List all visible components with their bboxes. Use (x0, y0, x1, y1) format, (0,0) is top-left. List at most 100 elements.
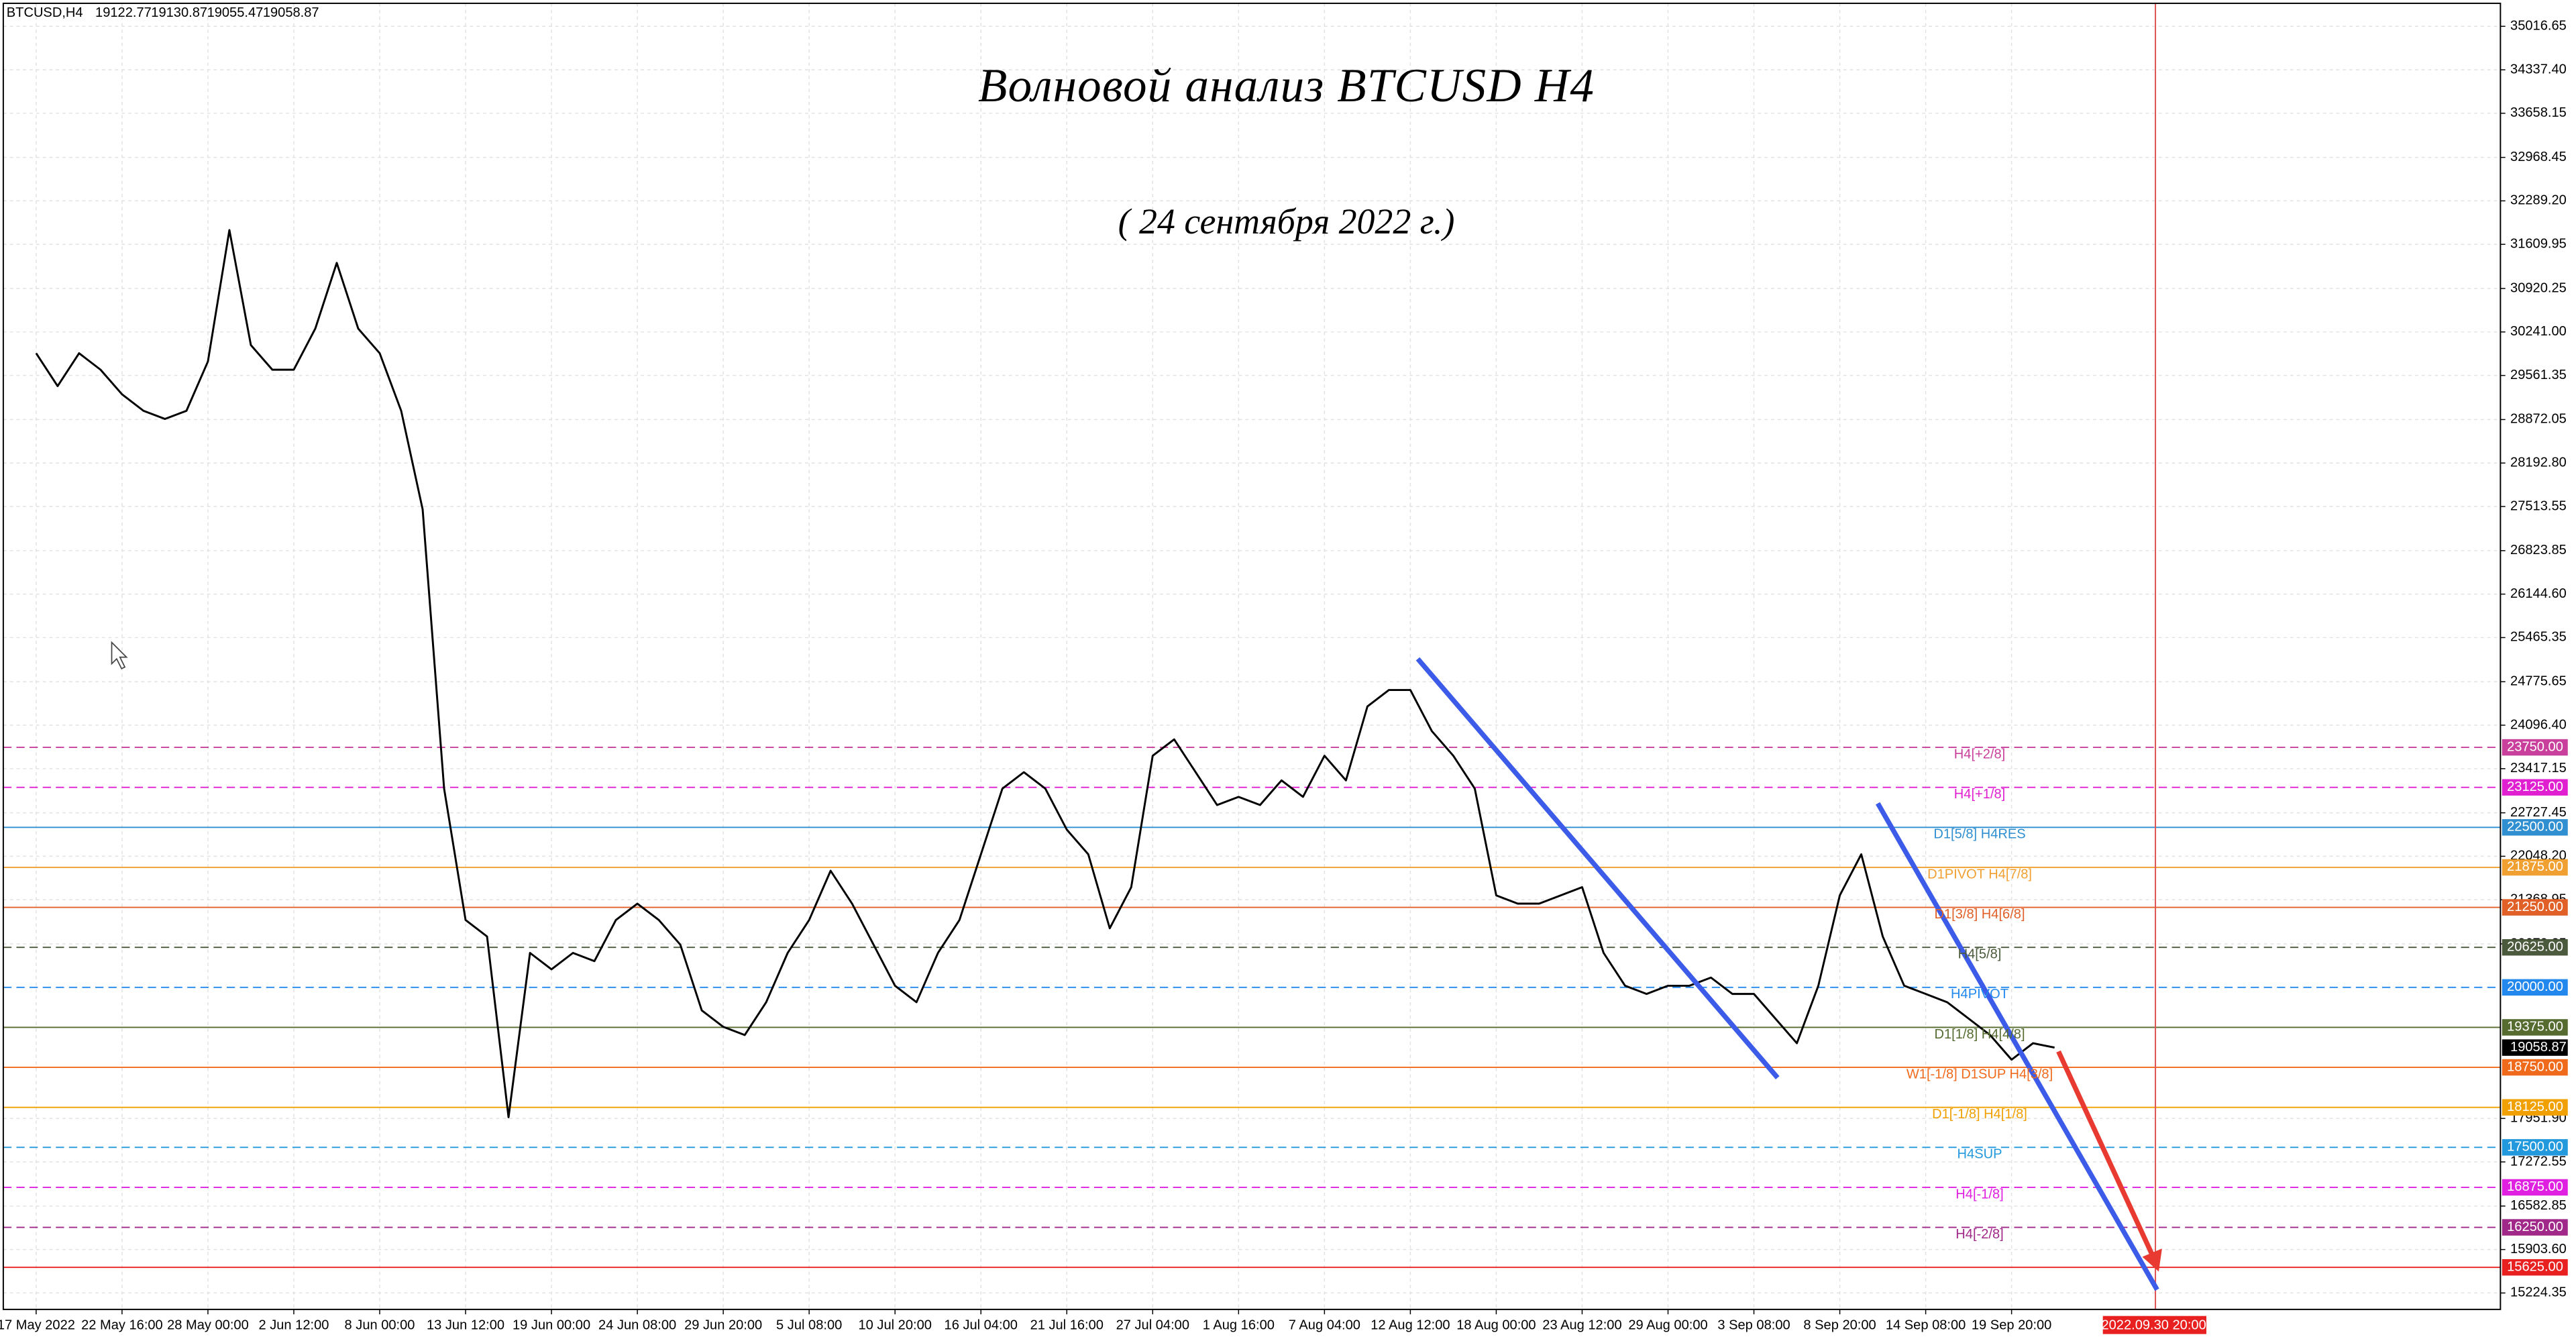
level-price-box (2502, 1179, 2568, 1196)
header-open: 19122.77 (95, 5, 152, 20)
level-price-label: 16250.00 (2507, 1220, 2563, 1234)
level-price-box (2502, 1099, 2568, 1116)
forecast-time-box (2102, 1316, 2206, 1334)
level-price-box (2502, 899, 2568, 916)
level-price-box (2502, 1258, 2568, 1276)
x-tick-label: 2 Jun 12:00 (258, 1318, 329, 1333)
header-symbol: BTCUSD,H4 (7, 5, 83, 20)
level-price-label: 20000.00 (2507, 979, 2563, 994)
y-tick-label: 17272.55 (2510, 1154, 2567, 1169)
chart-title: Волновой анализ BTCUSD H4 (978, 60, 1595, 112)
y-tick-label: 30241.00 (2510, 324, 2567, 339)
x-tick-label: 13 Jun 12:00 (427, 1318, 504, 1333)
grid (3, 3, 2501, 1309)
x-tick-label: 27 Jul 04:00 (1116, 1318, 1189, 1333)
price-series (35, 229, 2055, 1118)
level-price-label: 16875.00 (2507, 1179, 2563, 1194)
y-tick-label: 15224.35 (2510, 1285, 2567, 1300)
y-tick-label: 30920.25 (2510, 280, 2567, 295)
y-tick-label: 23417.15 (2510, 761, 2567, 775)
y-tick-label: 15903.60 (2510, 1242, 2567, 1256)
header-high: 19130.87 (151, 5, 207, 20)
x-tick-label: 5 Jul 08:00 (776, 1318, 842, 1333)
x-tick-label: 12 Aug 12:00 (1371, 1318, 1450, 1333)
forecast-arrow (2056, 1050, 2158, 1263)
levels (3, 747, 2501, 1269)
y-tick-label: 25465.35 (2510, 630, 2567, 645)
y-tick-label: 31609.95 (2510, 237, 2567, 252)
y-tick-label: 24096.40 (2510, 717, 2567, 732)
chart-subtitle: ( 24 сентября 2022 г.) (1118, 201, 1455, 242)
level-name: H4SUP (1957, 1147, 2002, 1162)
x-tick-label: 24 Jun 08:00 (598, 1318, 676, 1333)
level-name: H4PIVOT (1951, 987, 2008, 1002)
level-name: D1[5/8] H4RES (1933, 827, 2025, 842)
level-price-box (2502, 1059, 2568, 1076)
x-tick-label: 19 Sep 20:00 (1972, 1318, 2051, 1333)
x-tick-label: 23 Aug 12:00 (1542, 1318, 1621, 1333)
x-tick-label: 29 Aug 00:00 (1628, 1318, 1707, 1333)
trend-line (1875, 802, 2159, 1291)
level-name: H4[+1/8] (1954, 787, 2005, 802)
x-tick-label: 16 Jul 04:00 (945, 1318, 1018, 1333)
x-tick-label: 7 Aug 04:00 (1289, 1318, 1360, 1333)
arrow-head (2142, 1248, 2162, 1272)
level-price-box (2502, 939, 2568, 956)
plot-frame (2, 2, 2502, 1310)
level-price-box (2502, 1219, 2568, 1236)
level-name: H4[-1/8] (1955, 1187, 2003, 1201)
current-price-box (2502, 1039, 2568, 1056)
y-tick-label: 22727.45 (2510, 805, 2567, 820)
level-price-box (2502, 1139, 2568, 1156)
x-tick-label: 10 Jul 20:00 (859, 1318, 932, 1333)
x-tick-label: 22 May 16:00 (81, 1318, 163, 1333)
level-name: H4[5/8] (1958, 947, 2002, 962)
level-price-label: 23750.00 (2507, 739, 2563, 754)
level-price-box (2502, 779, 2568, 796)
level-price-box (2502, 859, 2568, 876)
level-name: H4[+2/8] (1954, 747, 2005, 761)
level-name: D1[1/8] H4[4/8] (1934, 1027, 2025, 1042)
x-tick-label: 17 May 2022 (0, 1318, 75, 1333)
level-price-label: 21250.00 (2507, 900, 2563, 914)
y-tick-label: 32289.20 (2510, 193, 2567, 208)
level-price-label: 18750.00 (2507, 1059, 2563, 1074)
y-tick-label: 33658.15 (2510, 105, 2567, 120)
level-price-label: 18125.00 (2507, 1100, 2563, 1114)
y-tick-label: 24775.65 (2510, 674, 2567, 689)
price-line (35, 229, 2055, 1118)
trend-line (1415, 657, 1780, 1079)
level-name: W1[-1/8] D1SUP H4[3/8] (1907, 1067, 2053, 1081)
level-price-label: 23125.00 (2507, 780, 2563, 794)
y-tick-label: 16582.85 (2510, 1198, 2567, 1213)
mouse-cursor (111, 641, 128, 670)
level-price-label: 20625.00 (2507, 939, 2563, 954)
y-tick-label: 29561.35 (2510, 368, 2567, 382)
level-price-box (2502, 739, 2568, 756)
level-price-label: 22500.00 (2507, 820, 2563, 835)
y-tick-label: 32968.45 (2510, 150, 2567, 164)
y-tick-label: 34337.40 (2510, 62, 2567, 76)
level-price-label: 17500.00 (2507, 1140, 2563, 1155)
header-low: 19055.47 (207, 5, 264, 20)
y-tick-label: 26144.60 (2510, 586, 2567, 601)
level-name: D1[3/8] H4[6/8] (1934, 907, 2025, 922)
forecast-time: 2022.09.30 20:00 (2101, 1318, 2206, 1333)
x-tick-label: 1 Aug 16:00 (1203, 1318, 1275, 1333)
x-tick-label: 8 Sep 20:00 (1803, 1318, 1876, 1333)
level-name: D1PIVOT H4[7/8] (1927, 867, 2032, 881)
level-price-box (2502, 979, 2568, 996)
level-price-label: 21875.00 (2507, 859, 2563, 874)
level-price-box (2502, 1019, 2568, 1036)
x-tick-label: 19 Jun 00:00 (513, 1318, 590, 1333)
y-tick-label: 27513.55 (2510, 498, 2567, 513)
level-price-label: 19375.00 (2507, 1020, 2563, 1034)
y-tick-label: 26823.85 (2510, 543, 2567, 557)
level-price-box (2502, 819, 2568, 836)
x-tick-label: 14 Sep 08:00 (1886, 1318, 1966, 1333)
x-tick-label: 28 May 00:00 (167, 1318, 249, 1333)
